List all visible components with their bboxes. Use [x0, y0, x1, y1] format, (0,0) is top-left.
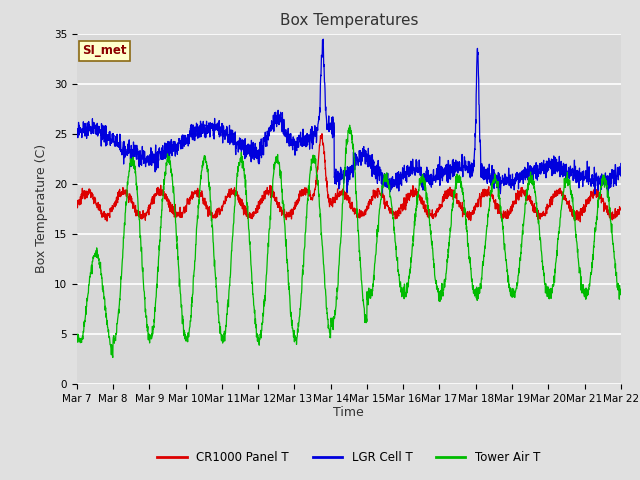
Y-axis label: Box Temperature (C): Box Temperature (C) — [35, 144, 48, 274]
Title: Box Temperatures: Box Temperatures — [280, 13, 418, 28]
X-axis label: Time: Time — [333, 407, 364, 420]
Text: SI_met: SI_met — [82, 44, 127, 57]
Legend: CR1000 Panel T, LGR Cell T, Tower Air T: CR1000 Panel T, LGR Cell T, Tower Air T — [153, 446, 545, 468]
